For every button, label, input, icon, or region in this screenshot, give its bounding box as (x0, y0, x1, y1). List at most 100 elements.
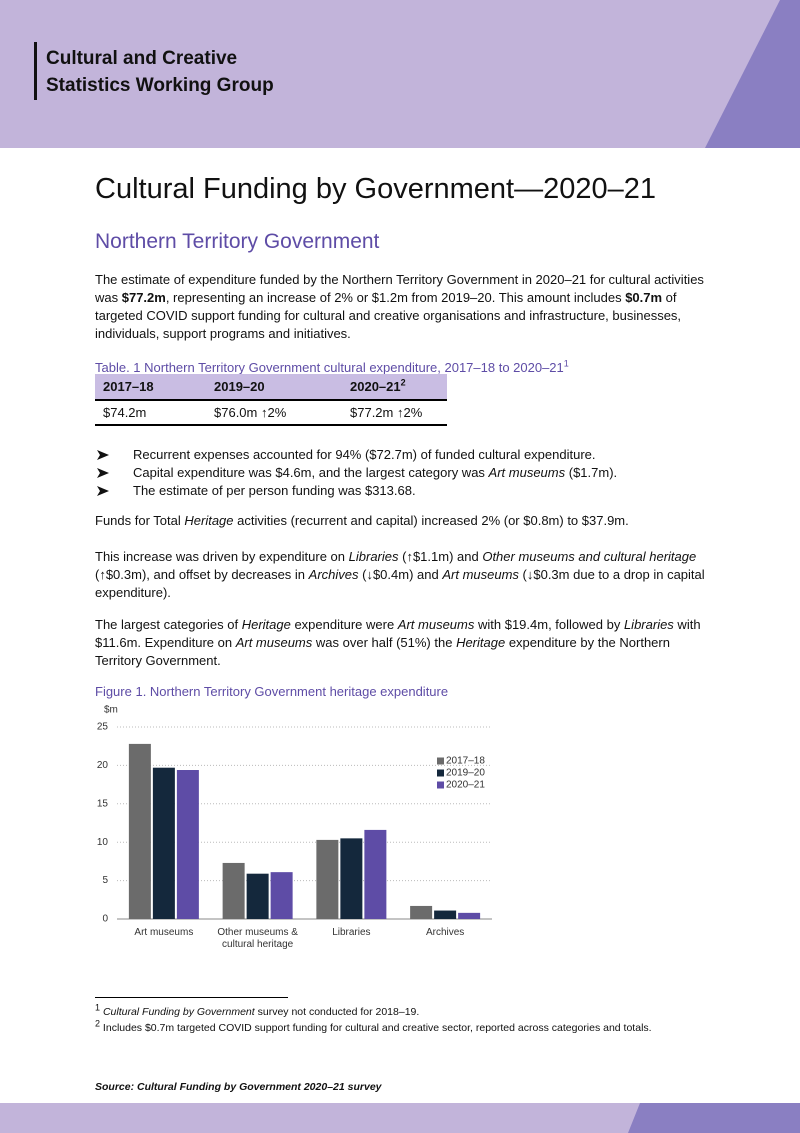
header-line: Statistics Working Group (46, 75, 274, 96)
text-run: 1 (95, 1002, 101, 1013)
text-run: (↓$0.3m due to a drop in capital expendi… (95, 567, 705, 600)
paragraph: Funds for Total Heritage activities (rec… (95, 512, 710, 530)
text-run: The estimate of expenditure funded by th… (95, 272, 704, 305)
text-run: Archives (308, 567, 359, 582)
header-band (0, 0, 800, 148)
text-run: Libraries (348, 549, 399, 564)
text-run: 2017–18 (103, 379, 154, 394)
text-run: 1 (563, 358, 569, 369)
text-run: 2020–21 (350, 379, 401, 394)
text-run: Art museums (488, 465, 566, 480)
text-run: activities (recurrent and capital) incre… (233, 513, 629, 528)
text-run: $77.2m (121, 290, 166, 305)
legend-swatch (437, 757, 444, 765)
cell: $77.2m ↑2% (342, 399, 447, 426)
text-run: Recurrent expenses accounted for 94% ($7… (133, 447, 596, 462)
figure-title: Figure 1. Northern Territory Government … (95, 684, 449, 699)
legend-label: 2017–18 (446, 756, 485, 767)
text-run: 2019–20 (214, 379, 265, 394)
footnote: 1 Cultural Funding by Government survey … (95, 1002, 735, 1020)
cell: $74.2m (95, 399, 206, 426)
legend-label: 2020–21 (446, 780, 485, 791)
page-title: Cultural Funding by Government—2020–21 (95, 173, 656, 205)
y-tick-label: 10 (97, 837, 109, 848)
bar (410, 905, 433, 919)
y-tick-label: 25 (97, 722, 109, 733)
table-header: 2017–18 2019–20 2020–212 (95, 374, 447, 400)
y-tick-label: 20 (97, 760, 109, 771)
bullet-list: Recurrent expenses accounted for 94% ($7… (95, 446, 710, 500)
header-line: Cultural and Creative (46, 48, 238, 69)
text-run: expenditure were (290, 617, 398, 632)
text-run: Heritage (241, 617, 291, 632)
text-run: Art museums (397, 617, 475, 632)
source: Source: Cultural Funding by Government 2… (95, 1078, 710, 1096)
table-row: $74.2m $76.0m ↑2% $77.2m ↑2% (95, 399, 447, 426)
footnote: 2 Includes $0.7m targeted COVID support … (95, 1018, 735, 1036)
paragraph: This increase was driven by expenditure … (95, 548, 710, 602)
header-cell: 2019–20 (206, 374, 342, 400)
header-cell: 2017–18 (95, 374, 206, 400)
header-title: Cultural and Creative Statistics Working… (46, 45, 274, 99)
text-run: was over half (51%) the (312, 635, 457, 650)
text-run: (↑$1.1m) and (398, 549, 483, 564)
bullet-icon (97, 468, 109, 478)
x-tick-label: Archives (425, 927, 465, 938)
table-caption: Table. 1 Northern Territory Government c… (95, 359, 710, 377)
text-run: with $19.4m, followed by (474, 617, 624, 632)
text-run: The largest categories of (95, 617, 242, 632)
bar (246, 873, 269, 919)
text-run: Table. 1 Northern Territory Government c… (95, 360, 564, 375)
x-tick-label: Libraries (332, 927, 371, 938)
bar (364, 829, 387, 919)
text-run: Art museums (235, 635, 313, 650)
text-run: Funds for Total (95, 513, 185, 528)
text-run: (↓$0.4m) and (358, 567, 443, 582)
bar (176, 770, 199, 919)
bullet-text: The estimate of per person funding was $… (133, 483, 416, 498)
y-tick-label: 5 (102, 875, 108, 886)
text-run: Heritage (184, 513, 234, 528)
text-run: $0.7m (625, 290, 663, 305)
text-run: ($1.7m). (565, 465, 618, 480)
cell: $76.0m ↑2% (206, 399, 342, 426)
text-run: Capital expenditure was $4.6m, and the l… (133, 465, 489, 480)
text-run: Includes $0.7m targeted COVID support fu… (100, 1022, 652, 1034)
bullet-icon (97, 450, 109, 460)
footnotes: 1 Cultural Funding by Government survey … (95, 1002, 735, 1036)
bullet: The estimate of per person funding was $… (95, 482, 710, 500)
text-run: survey not conducted for 2018–19. (254, 1006, 420, 1018)
text-run: 2 (95, 1018, 101, 1029)
x-tick-label: Art museums (134, 927, 194, 938)
text-run: (↑$0.3m), and offset by decreases in (95, 567, 309, 582)
subtitle: Northern Territory Government (95, 230, 380, 253)
text-run: with $11.6m. Expenditure on (95, 617, 701, 650)
bar (340, 838, 363, 919)
bullet: Capital expenditure was $4.6m, and the l… (95, 464, 710, 482)
text-run: Libraries (623, 617, 674, 632)
bar (270, 872, 293, 919)
bullet-text: Capital expenditure was $4.6m, and the l… (133, 465, 617, 480)
footer-band (0, 1103, 800, 1133)
bullet-icon (97, 486, 109, 496)
text-run: Cultural Funding by Government (102, 1006, 255, 1018)
footnote-rule (95, 997, 288, 998)
bar (222, 862, 245, 919)
text-run: of targeted COVID support funding for cu… (95, 290, 682, 341)
text-run: , representing an increase of 2% or $1.2… (165, 290, 626, 305)
bar (434, 910, 457, 919)
legend-swatch (437, 781, 444, 789)
text-run: Heritage (456, 635, 506, 650)
bar (152, 767, 175, 919)
bar (128, 743, 151, 919)
header-cell: 2020–212 (342, 374, 447, 400)
text-run: Other museums and cultural heritage (482, 549, 697, 564)
intro: The estimate of expenditure funded by th… (95, 271, 710, 343)
text-run: expenditure by the Northern Territory Go… (95, 635, 670, 668)
y-tick-label: 15 (97, 798, 109, 809)
table: 2017–18 2019–20 2020–212 $74.2m $76.0m ↑… (95, 374, 447, 426)
legend-swatch (437, 769, 444, 777)
y-axis-label: $m (104, 705, 118, 716)
